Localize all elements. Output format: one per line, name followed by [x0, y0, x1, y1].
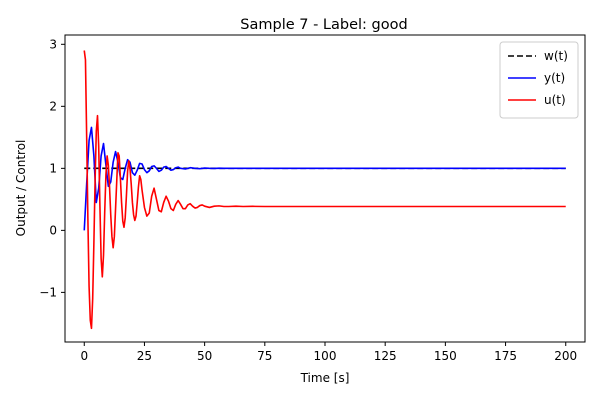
legend-label: w(t)	[544, 49, 568, 63]
chart-title: Sample 7 - Label: good	[240, 17, 407, 33]
x-tick-label: 75	[257, 349, 272, 363]
legend-box	[499, 41, 579, 119]
x-tick-label: 150	[434, 349, 457, 363]
x-tick-label: 100	[314, 349, 337, 363]
x-tick-label: 200	[554, 349, 577, 363]
y-tick-label: −1	[39, 285, 57, 299]
x-tick-label: 0	[80, 349, 88, 363]
y-tick-label: 3	[49, 37, 57, 51]
legend-label: u(t)	[544, 93, 566, 107]
x-tick-label: 25	[137, 349, 152, 363]
y-tick-label: 0	[49, 223, 57, 237]
series-line-ut	[83, 50, 566, 330]
x-tick-label: 50	[197, 349, 212, 363]
y-axis: −1 0 1 2 3	[39, 37, 65, 299]
plot-area	[83, 50, 566, 330]
x-tick-label: 125	[374, 349, 397, 363]
series-line-yt	[83, 126, 566, 231]
legend-label: y(t)	[544, 71, 565, 85]
y-tick-label: 1	[49, 161, 57, 175]
x-tick-label: 175	[494, 349, 517, 363]
y-axis-label: Output / Control	[14, 140, 28, 237]
x-axis: 0 25 50 75 100 125 150 175 200	[80, 342, 577, 363]
y-tick-label: 2	[49, 99, 57, 113]
x-axis-label: Time [s]	[300, 371, 350, 385]
legend: w(t) y(t) u(t)	[499, 41, 579, 119]
